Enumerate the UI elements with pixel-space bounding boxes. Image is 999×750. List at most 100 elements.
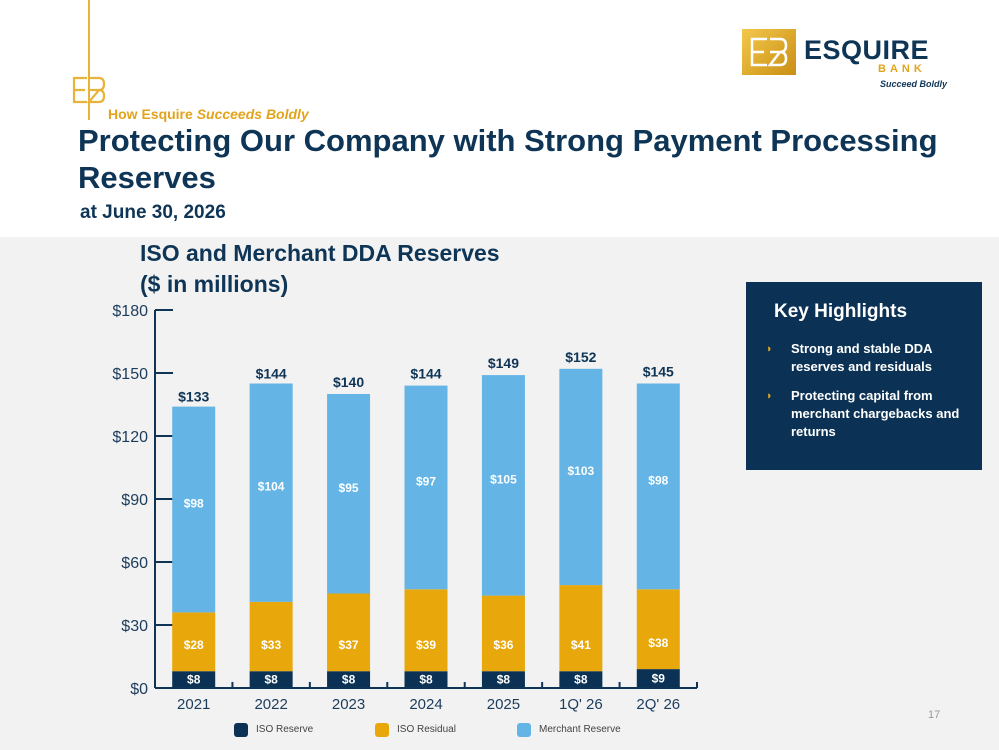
highlights-list: ◗ Strong and stable DDA reserves and res… xyxy=(766,340,972,452)
data-label: $33 xyxy=(261,638,281,652)
total-label: $149 xyxy=(488,355,519,371)
y-tick-label: $30 xyxy=(121,618,148,635)
highlight-item: ◗ Strong and stable DDA reserves and res… xyxy=(766,340,972,376)
total-label: $145 xyxy=(643,364,674,380)
data-label: $8 xyxy=(497,673,511,687)
bar-segment xyxy=(636,589,680,670)
data-label: $8 xyxy=(574,673,588,687)
data-label: $8 xyxy=(419,673,433,687)
legend-swatch-iso-residual xyxy=(375,723,389,737)
eb-logo-icon xyxy=(750,37,788,67)
legend-label: Merchant Reserve xyxy=(539,724,621,735)
kicker-emphasis: Succeeds Boldly xyxy=(196,106,309,122)
logo-bank: BANK xyxy=(878,63,926,75)
data-label: $28 xyxy=(184,638,204,652)
highlight-item: ◗ Protecting capital from merchant charg… xyxy=(766,387,972,441)
data-label: $8 xyxy=(342,673,356,687)
logo-tagline: Succeed Boldly xyxy=(880,79,948,89)
y-axis: $0 $30 $60 $90 $120 $150 $180 xyxy=(112,303,173,698)
total-label: $144 xyxy=(256,366,287,382)
data-label: $37 xyxy=(339,638,359,652)
bar-segment xyxy=(249,671,293,688)
bar-segment xyxy=(249,601,293,672)
bullet-icon: ◗ xyxy=(766,390,773,402)
data-label: $41 xyxy=(571,638,591,652)
section-kicker: How Esquire Succeeds Boldly xyxy=(108,106,309,122)
kicker-prefix: How Esquire xyxy=(108,106,193,122)
x-tick-label: 2Q' 26 xyxy=(636,696,680,713)
data-label: $98 xyxy=(184,497,204,511)
bar-segment xyxy=(481,375,525,596)
logo-name: ESQUIRE xyxy=(804,35,930,65)
highlight-text: Protecting capital from merchant chargeb… xyxy=(791,388,960,439)
bar-segment xyxy=(404,589,448,672)
total-label: $152 xyxy=(565,349,596,365)
y-tick-label: $180 xyxy=(112,303,148,320)
legend-label: ISO Residual xyxy=(397,724,456,735)
data-label: $103 xyxy=(568,464,595,478)
x-tick-label: 2022 xyxy=(254,696,287,713)
bar-segment xyxy=(481,671,525,688)
bar-segment xyxy=(559,585,603,672)
eb-monogram-icon xyxy=(72,76,106,104)
legend-label: ISO Reserve xyxy=(256,724,314,735)
bar-segment xyxy=(249,383,293,602)
data-label: $98 xyxy=(648,473,668,487)
bar-segment xyxy=(636,383,680,590)
bar-segment xyxy=(172,612,216,672)
page-number: 17 xyxy=(928,709,941,721)
x-tick-label: 2021 xyxy=(177,696,210,713)
bar-segment xyxy=(404,671,448,688)
total-label: $133 xyxy=(178,389,209,405)
chart-title-line-1: ISO and Merchant DDA Reserves xyxy=(140,240,500,266)
data-label: $97 xyxy=(416,474,436,488)
bar-segment xyxy=(636,669,680,688)
x-tick-label: 1Q' 26 xyxy=(559,696,603,713)
header-area xyxy=(0,0,999,237)
x-axis: 2021 2022 2023 2024 2025 1Q' 26 2Q' 26 xyxy=(154,682,698,713)
y-tick-label: $60 xyxy=(121,555,148,572)
chart-title-line-2: ($ in millions) xyxy=(140,271,289,297)
page-subtitle: at June 30, 2026 xyxy=(80,202,226,223)
legend-swatch-merchant-reserve xyxy=(517,723,531,737)
bar-segment xyxy=(172,671,216,688)
header-accent-line xyxy=(88,0,90,120)
data-label: $104 xyxy=(258,480,285,494)
bar-segment xyxy=(481,595,525,672)
x-tick-label: 2024 xyxy=(409,696,442,713)
data-label: $39 xyxy=(416,638,436,652)
data-label: $8 xyxy=(264,673,278,687)
bar-segment xyxy=(559,368,603,586)
data-label: $95 xyxy=(339,481,359,495)
esquire-bank-logo: ESQUIRE BANK Succeed Boldly xyxy=(742,29,947,93)
key-highlights-panel: Key Highlights ◗ Strong and stable DDA r… xyxy=(746,282,982,470)
chart-title: ISO and Merchant DDA Reserves ($ in mill… xyxy=(140,238,500,300)
total-label: $144 xyxy=(410,366,441,382)
bar-segment xyxy=(559,671,603,688)
y-tick-label: $120 xyxy=(112,429,148,446)
data-label: $36 xyxy=(493,638,513,652)
stacked-bar-chart: $0 $30 $60 $90 $120 $150 $180 $8 $28 $98 $133 $8 $3… xyxy=(112,303,698,713)
bar-segment xyxy=(327,671,371,688)
y-tick-label: $90 xyxy=(121,492,148,509)
bar-segment xyxy=(404,385,448,590)
highlights-title: Key Highlights xyxy=(774,301,908,322)
x-tick-label: 2025 xyxy=(487,696,520,713)
legend-swatch-iso-reserve xyxy=(234,723,248,737)
x-tick-label: 2023 xyxy=(332,696,365,713)
data-label: $38 xyxy=(648,636,668,650)
bullet-icon: ◗ xyxy=(766,343,773,355)
data-label: $8 xyxy=(187,673,201,687)
y-tick-label: $0 xyxy=(130,681,148,698)
bars: $8 $28 $98 $133 $8 $33 $104 $144 $8 $37 $95 $140 $8 $… xyxy=(172,349,680,688)
data-label: $105 xyxy=(490,472,517,486)
bar-segment xyxy=(327,593,371,672)
bar-segment xyxy=(327,394,371,594)
bar-segment xyxy=(172,406,216,613)
total-label: $140 xyxy=(333,374,364,390)
logo-emblem xyxy=(742,29,796,75)
data-label: $9 xyxy=(652,672,666,686)
page-title: Protecting Our Company with Strong Payme… xyxy=(78,123,938,195)
highlight-text: Strong and stable DDA reserves and resid… xyxy=(791,341,933,374)
y-tick-label: $150 xyxy=(112,366,148,383)
